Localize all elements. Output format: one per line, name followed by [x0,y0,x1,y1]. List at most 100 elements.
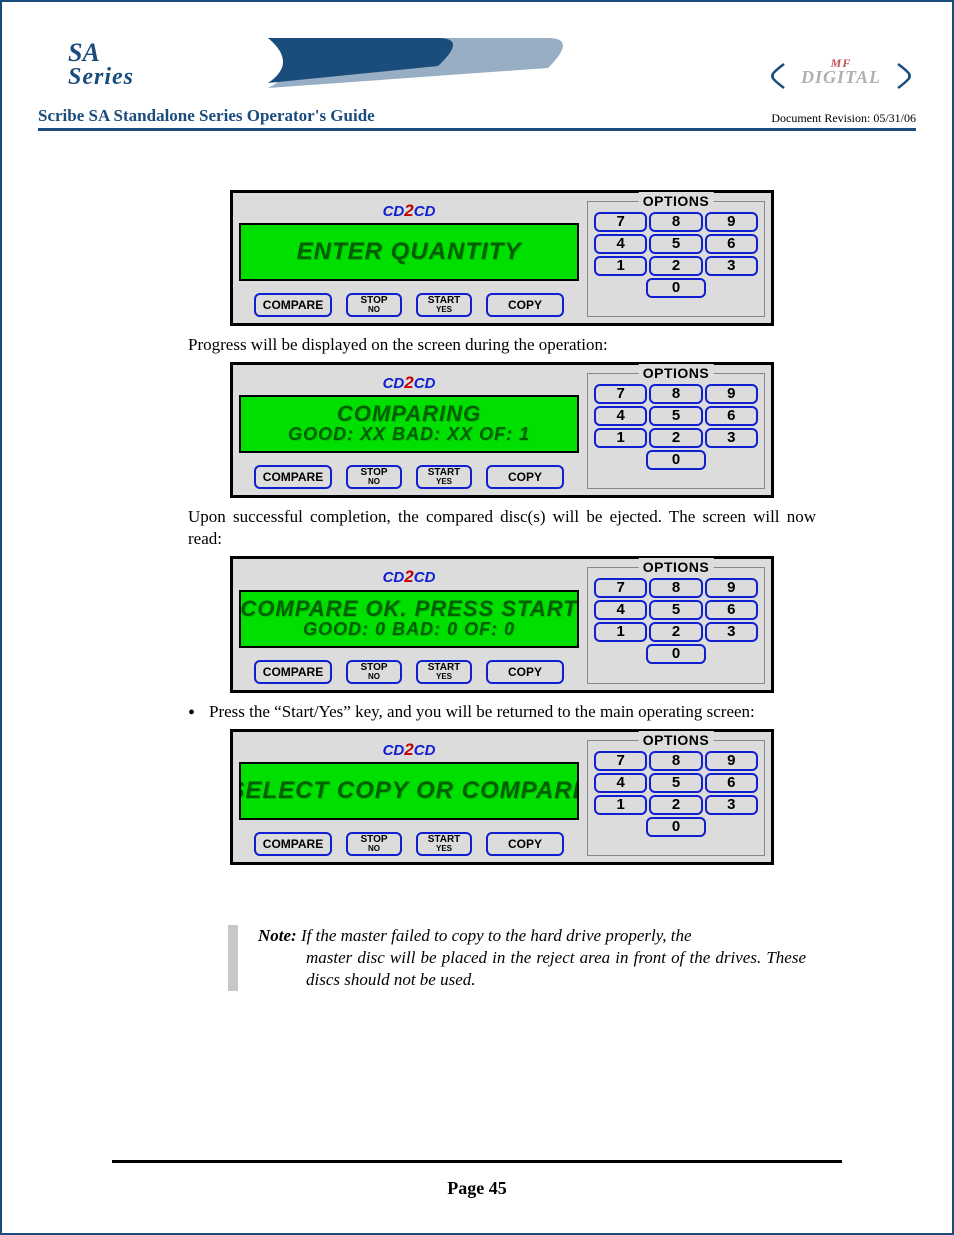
options-label: OPTIONS [639,364,714,382]
lcd-line2: GOOD: XX BAD: XX OF: 1 [288,425,530,445]
device-panel: CD2CDSELECT COPY OR COMPARE COMPARE STOPNO… [230,729,774,865]
key-3[interactable]: 3 [705,256,758,276]
button-row: COMPARE STOPNO STARTYES COPY [239,293,579,317]
key-zero-row: 0 [594,450,758,470]
main-panel: CD2CDENTER QUANTITYCOMPARESTOPNOSTARTYES… [239,199,579,317]
key-2[interactable]: 2 [649,428,702,448]
key-4[interactable]: 4 [594,773,647,793]
lcd-screen: COMPARE OK. PRESS STARTGOOD: 0 BAD: 0 OF… [239,590,579,648]
key-1[interactable]: 1 [594,428,647,448]
button-row: COMPARE STOPNO STARTYES COPY [239,465,579,489]
guide-line: Scribe SA Standalone Series Operator's G… [38,106,916,131]
lcd-screen: ENTER QUANTITY [239,223,579,281]
mf-bracket-svg [766,60,916,92]
note-bar [228,925,238,991]
key-5[interactable]: 5 [649,406,702,426]
header: SA Series MF DIGITAL Scribe SA Standalon… [38,38,916,144]
key-8[interactable]: 8 [649,212,702,232]
key-6[interactable]: 6 [705,234,758,254]
copy-button[interactable]: COPY [486,293,564,317]
compare-button[interactable]: COMPARE [254,465,332,489]
main-panel: CD2CDSELECT COPY OR COMPARE COMPARE STOPNO… [239,738,579,856]
key-9[interactable]: 9 [705,751,758,771]
bullet-item: • Press the “Start/Yes” key, and you wil… [188,701,816,723]
key-4[interactable]: 4 [594,406,647,426]
key-9[interactable]: 9 [705,384,758,404]
lcd-screen: SELECT COPY OR COMPARE [239,762,579,820]
stop-no-button[interactable]: STOPNO [346,465,402,489]
key-4[interactable]: 4 [594,234,647,254]
key-9[interactable]: 9 [705,578,758,598]
para-progress: Progress will be displayed on the screen… [188,334,816,356]
device-panel: CD2CDCOMPARE OK. PRESS STARTGOOD: 0 BAD:… [230,556,774,692]
key-4[interactable]: 4 [594,600,647,620]
key-3[interactable]: 3 [705,428,758,448]
options-panel: OPTIONS7894561230 [587,373,765,489]
key-8[interactable]: 8 [649,384,702,404]
key-0[interactable]: 0 [646,644,706,664]
start-yes-button[interactable]: STARTYES [416,660,472,684]
note-label: Note: [258,926,297,945]
key-6[interactable]: 6 [705,600,758,620]
cd2cd-logo: CD2CD [239,371,579,395]
key-1[interactable]: 1 [594,795,647,815]
stop-no-button[interactable]: STOPNO [346,660,402,684]
cd2cd-logo: CD2CD [239,738,579,762]
para-completion: Upon successful completion, the compared… [188,506,816,550]
compare-button[interactable]: COMPARE [254,293,332,317]
footer-line [112,1160,842,1163]
note-block: Note: If the master failed to copy to th… [228,925,816,991]
key-5[interactable]: 5 [649,773,702,793]
options-panel: OPTIONS7894561230 [587,740,765,856]
compare-button[interactable]: COMPARE [254,832,332,856]
key-7[interactable]: 7 [594,578,647,598]
panel-2: CD2CDCOMPARINGGOOD: XX BAD: XX OF: 1 COMP… [188,362,816,498]
panel-1: CD2CDENTER QUANTITYCOMPARESTOPNOSTARTYES… [188,190,816,326]
key-zero-row: 0 [594,644,758,664]
keypad: 789 456 123 [594,751,758,815]
key-7[interactable]: 7 [594,384,647,404]
key-2[interactable]: 2 [649,622,702,642]
copy-button[interactable]: COPY [486,660,564,684]
main-panel: CD2CDCOMPARE OK. PRESS STARTGOOD: 0 BAD:… [239,565,579,683]
key-5[interactable]: 5 [649,234,702,254]
key-0[interactable]: 0 [646,817,706,837]
stop-no-button[interactable]: STOPNO [346,293,402,317]
sa-text: SA [68,43,134,64]
key-3[interactable]: 3 [705,622,758,642]
guide-title: Scribe SA Standalone Series Operator's G… [38,106,375,126]
page: SA Series MF DIGITAL Scribe SA Standalon… [0,0,954,1235]
panel-3: CD2CDCOMPARE OK. PRESS STARTGOOD: 0 BAD:… [188,556,816,692]
copy-button[interactable]: COPY [486,832,564,856]
key-zero-row: 0 [594,278,758,298]
key-8[interactable]: 8 [649,751,702,771]
key-0[interactable]: 0 [646,450,706,470]
key-1[interactable]: 1 [594,622,647,642]
mf-digital-logo: MF DIGITAL [766,60,916,88]
main-panel: CD2CDCOMPARINGGOOD: XX BAD: XX OF: 1 COMP… [239,371,579,489]
options-panel: OPTIONS7894561230 [587,201,765,317]
key-3[interactable]: 3 [705,795,758,815]
key-7[interactable]: 7 [594,212,647,232]
key-0[interactable]: 0 [646,278,706,298]
content: CD2CD ENTER QUANTITY COMPARE STOPNO STARTYES… [38,144,916,991]
key-2[interactable]: 2 [649,795,702,815]
key-8[interactable]: 8 [649,578,702,598]
compare-button[interactable]: COMPARE [254,660,332,684]
start-yes-button[interactable]: STARTYES [416,293,472,317]
device-panel: CD2CDCOMPARINGGOOD: XX BAD: XX OF: 1 COMP… [230,362,774,498]
key-7[interactable]: 7 [594,751,647,771]
key-2[interactable]: 2 [649,256,702,276]
key-1[interactable]: 1 [594,256,647,276]
key-6[interactable]: 6 [705,773,758,793]
stop-no-button[interactable]: STOPNO [346,832,402,856]
key-5[interactable]: 5 [649,600,702,620]
lcd-screen: COMPARINGGOOD: XX BAD: XX OF: 1 [239,395,579,453]
note-body-rest: master disc will be placed in the reject… [258,947,806,991]
key-6[interactable]: 6 [705,406,758,426]
key-9[interactable]: 9 [705,212,758,232]
start-yes-button[interactable]: STARTYES [416,832,472,856]
start-yes-button[interactable]: STARTYES [416,465,472,489]
copy-button[interactable]: COPY [486,465,564,489]
device-panel: CD2CDENTER QUANTITYCOMPARESTOPNOSTARTYES… [230,190,774,326]
